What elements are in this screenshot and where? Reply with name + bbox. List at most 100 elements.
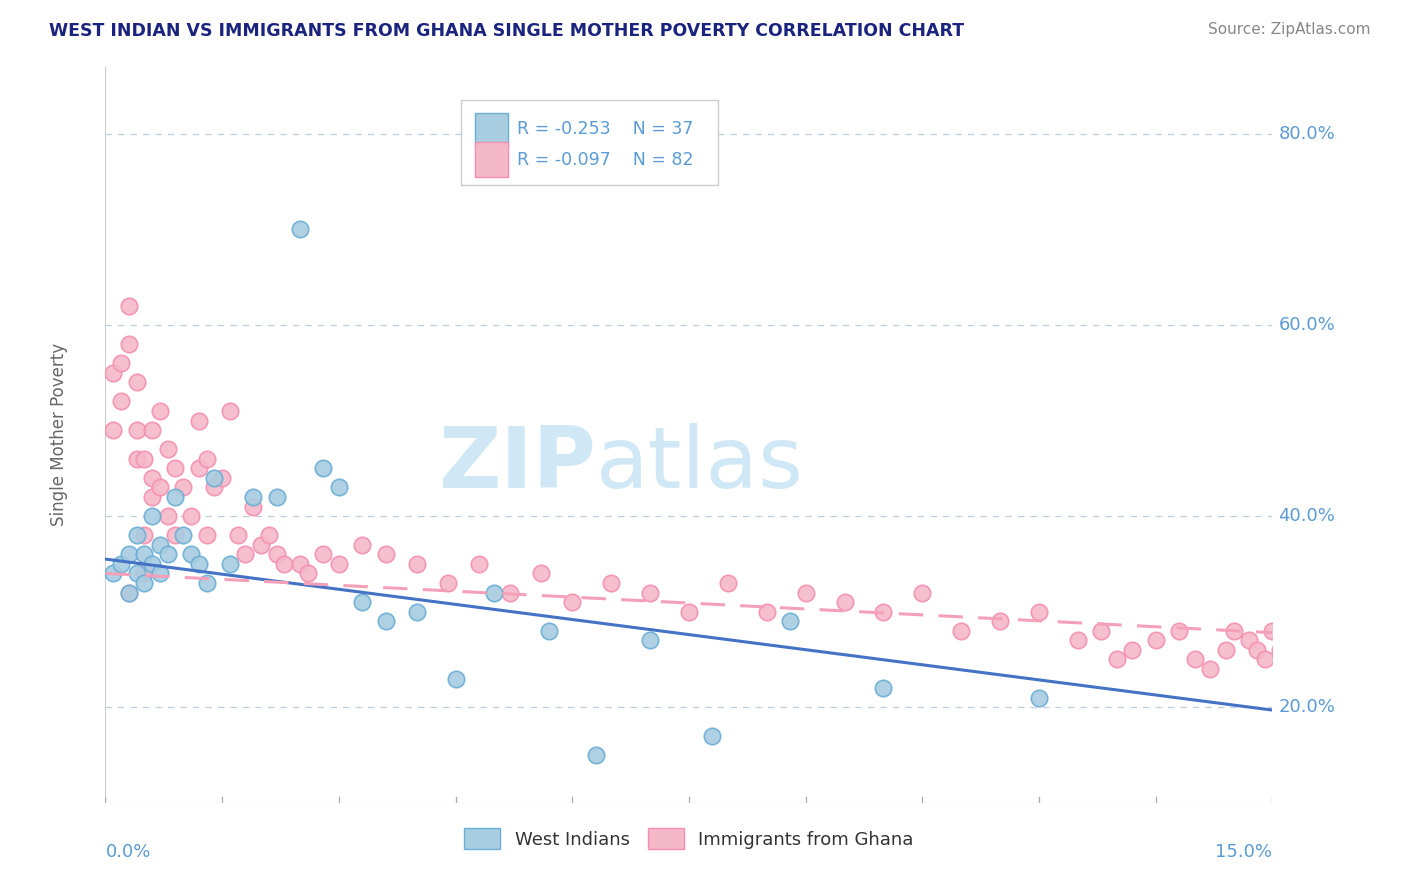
- Point: [1261, 624, 1284, 638]
- FancyBboxPatch shape: [475, 142, 508, 178]
- Point: [149, 566, 172, 581]
- Point: [1237, 633, 1260, 648]
- Point: [1067, 633, 1090, 648]
- Point: [288, 222, 311, 236]
- Point: [638, 585, 661, 599]
- Point: [165, 461, 187, 475]
- Point: [872, 605, 894, 619]
- Point: [125, 376, 148, 390]
- Point: [149, 404, 172, 418]
- Point: [1246, 643, 1268, 657]
- Point: [678, 605, 700, 619]
- Point: [1308, 652, 1330, 666]
- Point: [484, 585, 506, 599]
- Point: [125, 423, 148, 437]
- Point: [499, 585, 522, 599]
- Point: [530, 566, 553, 581]
- Point: [312, 461, 335, 475]
- Point: [134, 547, 156, 561]
- Text: 40.0%: 40.0%: [1278, 507, 1336, 525]
- Point: [172, 480, 194, 494]
- Point: [235, 547, 257, 561]
- Point: [187, 557, 209, 571]
- Point: [405, 557, 427, 571]
- Point: [288, 557, 311, 571]
- Point: [195, 576, 218, 591]
- Point: [600, 576, 623, 591]
- Point: [436, 576, 458, 591]
- Point: [242, 500, 264, 514]
- Point: [352, 538, 374, 552]
- Point: [118, 547, 141, 561]
- Point: [118, 585, 141, 599]
- Point: [110, 557, 132, 571]
- Point: [134, 528, 156, 542]
- Point: [195, 451, 218, 466]
- Point: [103, 423, 125, 437]
- Text: ZIP: ZIP: [437, 423, 596, 506]
- Point: [1301, 633, 1323, 648]
- Point: [1028, 605, 1050, 619]
- Point: [219, 404, 242, 418]
- Point: [266, 547, 288, 561]
- Point: [1090, 624, 1112, 638]
- Point: [141, 557, 163, 571]
- Text: 60.0%: 60.0%: [1278, 316, 1336, 334]
- FancyBboxPatch shape: [461, 100, 718, 185]
- Point: [165, 528, 187, 542]
- Point: [328, 480, 350, 494]
- Point: [444, 672, 467, 686]
- Point: [219, 557, 242, 571]
- Point: [141, 423, 163, 437]
- Point: [110, 356, 132, 370]
- Point: [1292, 643, 1315, 657]
- Point: [134, 566, 156, 581]
- Point: [1121, 643, 1143, 657]
- Point: [297, 566, 319, 581]
- Point: [468, 557, 491, 571]
- Point: [1105, 652, 1128, 666]
- Point: [779, 614, 801, 628]
- Point: [585, 747, 607, 762]
- Point: [149, 538, 172, 552]
- Point: [1215, 643, 1237, 657]
- Point: [195, 528, 218, 542]
- Text: atlas: atlas: [596, 423, 804, 506]
- Point: [1277, 633, 1299, 648]
- Point: [312, 547, 335, 561]
- Text: Single Mother Poverty: Single Mother Poverty: [49, 343, 67, 526]
- Point: [118, 337, 141, 351]
- Text: 0.0%: 0.0%: [105, 843, 150, 861]
- Point: [911, 585, 934, 599]
- Point: [1028, 690, 1050, 705]
- Point: [250, 538, 273, 552]
- Point: [165, 490, 187, 504]
- Point: [755, 605, 778, 619]
- Point: [125, 566, 148, 581]
- Point: [1199, 662, 1222, 676]
- Point: [950, 624, 973, 638]
- Point: [328, 557, 350, 571]
- Text: R = -0.097    N = 82: R = -0.097 N = 82: [517, 152, 695, 169]
- Point: [187, 413, 209, 427]
- Point: [1184, 652, 1206, 666]
- Point: [374, 614, 396, 628]
- Point: [180, 509, 202, 524]
- Point: [374, 547, 396, 561]
- Legend: West Indians, Immigrants from Ghana: West Indians, Immigrants from Ghana: [457, 821, 921, 856]
- Point: [141, 509, 163, 524]
- Point: [125, 451, 148, 466]
- Text: Source: ZipAtlas.com: Source: ZipAtlas.com: [1208, 22, 1371, 37]
- Text: R = -0.253    N = 37: R = -0.253 N = 37: [517, 120, 693, 138]
- Point: [988, 614, 1011, 628]
- Point: [103, 366, 125, 380]
- Point: [202, 480, 225, 494]
- Point: [103, 566, 125, 581]
- Point: [561, 595, 583, 609]
- Text: 15.0%: 15.0%: [1215, 843, 1272, 861]
- Point: [172, 528, 194, 542]
- Point: [125, 528, 148, 542]
- Point: [149, 480, 172, 494]
- Point: [134, 576, 156, 591]
- Point: [257, 528, 280, 542]
